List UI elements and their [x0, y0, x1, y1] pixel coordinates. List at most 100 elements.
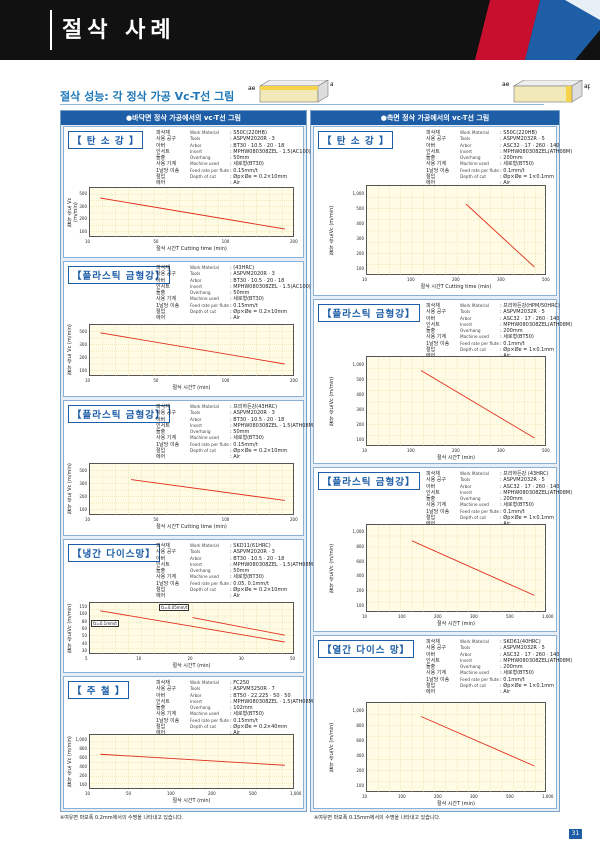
- spec-key-en: Insert: [190, 698, 203, 704]
- spec-value: : Øp×Øe = 1×0.1mm: [500, 174, 555, 181]
- spec-table: 피삭재 Work Material: S50C(220HB) 사용 공구 Tools:…: [426, 130, 572, 187]
- spec-key-en: [190, 454, 230, 460]
- annotation-label: fz=0.05mm/t: [159, 604, 190, 611]
- vc-t-plot: [89, 602, 295, 655]
- spec-key: 인서트: [426, 489, 440, 496]
- spec-row: 사용 공구 Tools: ASPVM2020R · 3: [156, 549, 315, 555]
- x-tick-label: 200: [434, 614, 442, 619]
- x-axis-label: 절삭 시간T (min): [172, 798, 211, 804]
- spec-table: 피삭재 Work Material: (43HRC) 사용 공구 Tools: ASP…: [156, 265, 311, 322]
- life-curve: [420, 716, 535, 767]
- spec-row: 에어: Air: [156, 315, 311, 321]
- y-tick-label: 400: [356, 220, 364, 226]
- case-card: 【열간 다이스 망】 피삭재 Work Material: SKD61(40HRC)…: [313, 635, 572, 809]
- spec-key-en: Feed rate per flute: [460, 340, 499, 346]
- spec-row: 돌출 Overhang: 200mm: [426, 155, 572, 161]
- column-heading: ●바닥면 정삭 가공에서의 vc-T선 그림: [61, 111, 306, 125]
- spec-value: : BT30 · 10.5 · 20 · 18: [230, 142, 285, 149]
- spec-key-en: Overhang: [460, 496, 481, 502]
- spec-table: 피삭재 Work Material: SKD61(40HRC) 사용 공구 Tools…: [426, 639, 572, 696]
- spec-key-en: Insert: [460, 657, 473, 663]
- spec-value: : Air: [500, 689, 511, 696]
- life-curve: [100, 610, 285, 643]
- spec-key: 1날당 이송: [426, 340, 450, 347]
- spec-key: 피삭재: [156, 404, 170, 410]
- spec-value: : 0.1mm/t: [500, 340, 525, 347]
- spec-row: 절입 Depth of cut: Øp×Øe = 1×0.1mm: [426, 174, 572, 180]
- spec-key-en: Depth of cut: [460, 347, 487, 353]
- spec-key: 돌출: [156, 155, 166, 162]
- spec-row: 피삭재 Work Material: 프리하든강(HPM/50HRC): [426, 303, 572, 309]
- spec-value: : Øp×Øe = 0.2×10mm: [230, 448, 288, 455]
- spec-value: : MPHW080308ZEL · 1.5(AC100): [230, 283, 311, 290]
- spec-key: 1날당 이송: [156, 167, 180, 174]
- spec-key: 에어: [156, 454, 166, 461]
- spec-key-en: Tools: [190, 410, 201, 416]
- y-tick-label: 100: [79, 228, 87, 234]
- spec-value: : 프리하든강(HPM/50HRC): [500, 303, 560, 309]
- spec-row: 피삭재 Work Material: FC250: [156, 680, 315, 686]
- spec-row: 사용 공구 Tools: ASPVM2032R · 5: [426, 309, 572, 315]
- y-tick-label: 600: [356, 558, 364, 564]
- x-tick-label: 200: [290, 239, 298, 244]
- x-tick-label: 100: [398, 794, 406, 799]
- spec-key: 절입: [156, 174, 166, 181]
- spec-key-en: Tools: [190, 686, 201, 692]
- ap-label: ap: [330, 81, 333, 88]
- spec-value: : 200mm: [500, 664, 523, 671]
- x-tick-label: 50: [126, 791, 132, 796]
- spec-value: : ASPVM3250R · 7: [230, 686, 275, 693]
- spec-key: 1날당 이송: [426, 167, 450, 174]
- spec-key-en: Work Material: [190, 130, 219, 135]
- y-tick-label: 100: [356, 602, 364, 608]
- spec-value: : ASPVM2032R · 5: [500, 136, 545, 143]
- spec-key-en: Work Material: [190, 543, 219, 548]
- spec-key-en: Work Material: [460, 639, 489, 644]
- x-tick-label: 500: [506, 794, 514, 799]
- x-tick-label: 10: [85, 517, 91, 522]
- y-tick-label: 100: [79, 506, 87, 512]
- spec-value: : 50mm: [230, 568, 250, 575]
- x-tick-label: 200: [452, 448, 460, 453]
- spec-row: 인서트 Insert: MPHW080308ZEL · 1.5(ATH08M): [156, 699, 315, 705]
- plot-canvas: [90, 188, 295, 238]
- x-tick-label: 100: [221, 239, 230, 244]
- spec-value: : ASC32 · 17 · 260 · 140: [500, 483, 560, 490]
- spec-row: 인서트 Insert: MPHW080308ZEL(ATH08M): [426, 490, 572, 496]
- y-tick-label: 200: [356, 250, 364, 256]
- spec-row: 아버 Arbor: BT30 · 10.5 · 20 · 18: [156, 417, 315, 423]
- spec-row: 돌출 Overhang: 50mm: [156, 155, 311, 161]
- spec-row: 피삭재 Work Material: (43HRC): [156, 265, 311, 271]
- spec-value: : 50mm: [230, 290, 250, 297]
- y-tick-label: 500: [79, 467, 87, 473]
- y-tick-label: 200: [79, 354, 87, 360]
- spec-key-en: Insert: [190, 561, 203, 567]
- spec-value: : MPHW080308ZEL(ATH08M): [500, 148, 573, 155]
- spec-value: : MPHW080308ZEL · 1.5(ATH08M): [230, 561, 315, 568]
- spec-value: : 세로형(BT30): [230, 161, 264, 168]
- spec-value: : Øp×Øe = 1×0.1mm: [500, 347, 555, 354]
- spec-key: 절입: [156, 309, 166, 316]
- spec-key: 1날당 이송: [426, 676, 450, 683]
- spec-key: 1날당 이송: [156, 441, 180, 448]
- plot-canvas: [90, 735, 295, 790]
- card-title: 【플라스틱 금형강】: [318, 304, 420, 322]
- spec-value: : Air: [230, 180, 241, 187]
- spec-key: 1날당 이송: [426, 508, 450, 515]
- spec-row: 사용 공구 Tools: ASPVM2032R · 5: [426, 136, 572, 142]
- plot-canvas: [367, 186, 547, 276]
- spec-row: 아버 Arbor: BT30 · 10.5 · 20 · 18: [156, 143, 311, 149]
- spec-row: 피삭재 Work Material: 프리하든강(43HRC): [156, 404, 315, 410]
- spec-key: 사용 공구: [426, 136, 446, 143]
- spec-key: 인서트: [156, 422, 170, 429]
- spec-key-en: Tools: [190, 271, 201, 277]
- life-curve: [465, 203, 535, 268]
- case-card: 【 탄 소 강 】 피삭재 Work Material: S50C(220HB) 사용…: [63, 126, 311, 258]
- spec-value: : MPHW080308ZEL(ATH08M): [500, 489, 573, 496]
- x-tick-label: 1,000: [542, 614, 554, 619]
- spec-row: 사용 기계 Machine used: 세로형(BT50): [426, 670, 572, 676]
- y-tick-label: 600: [356, 737, 364, 743]
- spec-key: 인서트: [426, 321, 440, 328]
- x-tick-label: 50: [153, 239, 159, 244]
- y-tick-label: 80: [81, 618, 87, 624]
